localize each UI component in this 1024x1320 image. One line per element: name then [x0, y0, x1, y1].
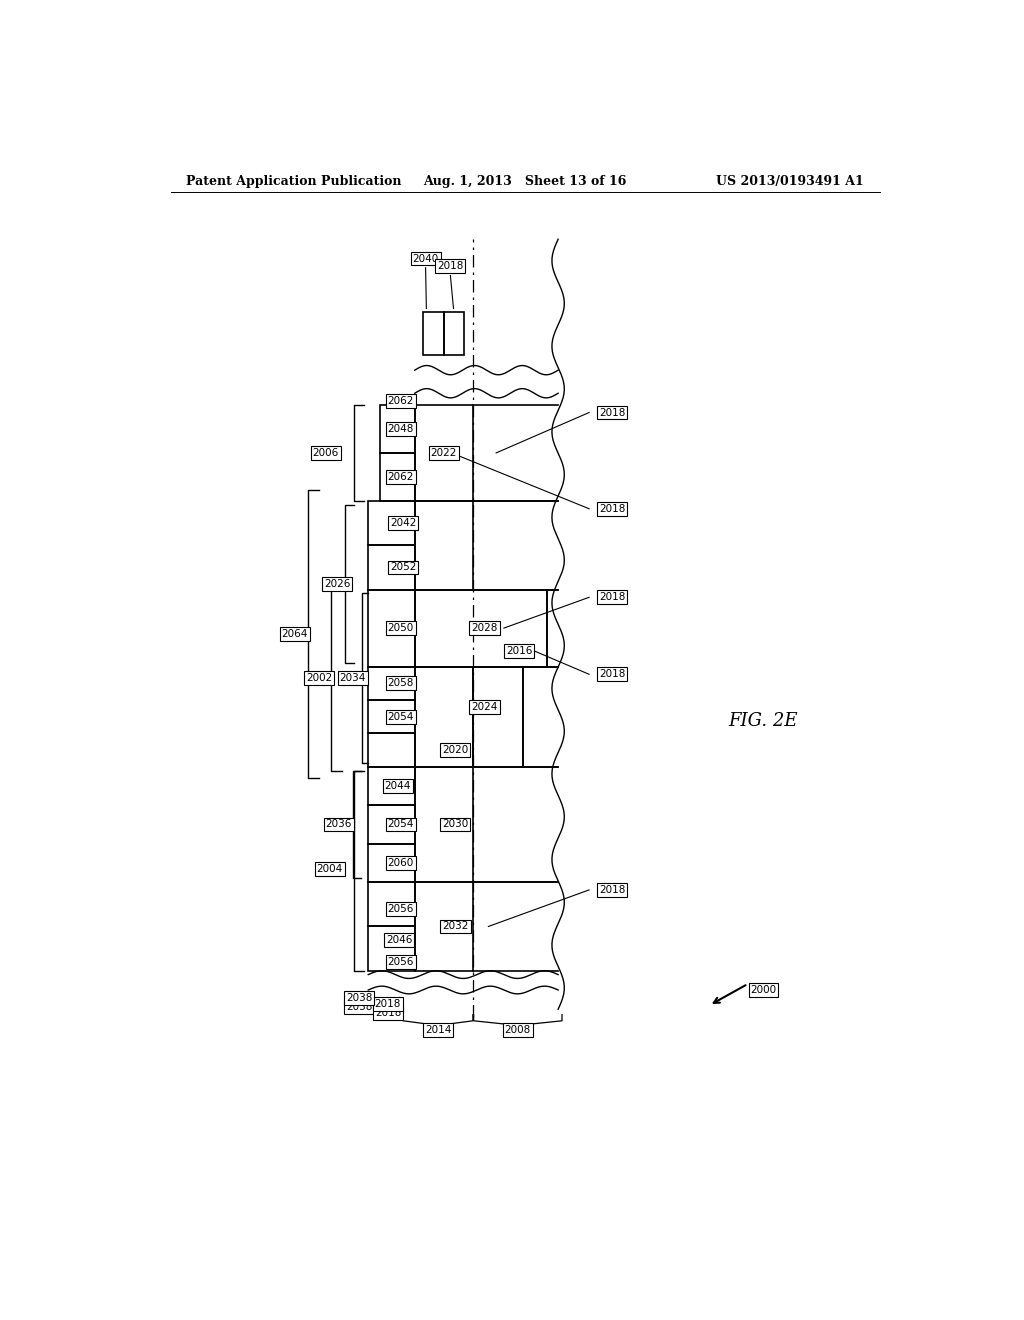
Bar: [415, 667, 473, 767]
Bar: [369, 502, 415, 545]
Bar: [369, 882, 415, 927]
Text: 2054: 2054: [388, 820, 414, 829]
Bar: [369, 734, 415, 767]
Text: 2014: 2014: [425, 1026, 452, 1035]
Text: Patent Application Publication: Patent Application Publication: [186, 176, 401, 187]
Text: 2018: 2018: [599, 408, 626, 417]
Text: 2026: 2026: [324, 579, 350, 589]
Text: FIG. 2E: FIG. 2E: [729, 711, 798, 730]
Text: 2062: 2062: [388, 396, 414, 407]
Bar: [369, 927, 415, 970]
Text: 2008: 2008: [505, 1026, 531, 1035]
Text: 2062: 2062: [388, 473, 414, 482]
Bar: [473, 667, 523, 767]
Bar: [369, 545, 415, 590]
Text: 2056: 2056: [388, 957, 414, 966]
Text: 2044: 2044: [385, 781, 411, 791]
Text: 2052: 2052: [390, 562, 417, 573]
Text: 2018: 2018: [599, 504, 626, 513]
Text: 2022: 2022: [431, 447, 457, 458]
Bar: [369, 700, 415, 734]
Text: 2030: 2030: [442, 820, 469, 829]
Text: 2004: 2004: [316, 863, 343, 874]
Bar: [415, 767, 473, 882]
Text: 2058: 2058: [388, 678, 414, 688]
Bar: [369, 667, 415, 700]
Bar: [369, 805, 415, 843]
Text: 2000: 2000: [751, 985, 776, 995]
Bar: [415, 405, 473, 502]
Text: 2002: 2002: [306, 673, 333, 684]
Bar: [423, 313, 444, 355]
Text: 2016: 2016: [506, 647, 532, 656]
Bar: [415, 882, 473, 970]
Text: 2034: 2034: [340, 673, 366, 684]
Text: 2048: 2048: [388, 424, 414, 434]
Text: 2018: 2018: [599, 593, 626, 602]
Text: 2018: 2018: [437, 261, 464, 271]
Text: 2038: 2038: [346, 993, 372, 1003]
Text: 2056: 2056: [388, 904, 414, 913]
Text: 2054: 2054: [388, 711, 414, 722]
Text: 2018: 2018: [599, 669, 626, 680]
Bar: [369, 767, 415, 805]
Bar: [369, 843, 415, 882]
Text: Aug. 1, 2013   Sheet 13 of 16: Aug. 1, 2013 Sheet 13 of 16: [423, 176, 627, 187]
Text: US 2013/0193491 A1: US 2013/0193491 A1: [717, 176, 864, 187]
Bar: [444, 313, 464, 355]
Bar: [415, 590, 547, 667]
Text: 2046: 2046: [386, 935, 413, 945]
Text: 2064: 2064: [282, 628, 308, 639]
Text: 2060: 2060: [388, 858, 414, 869]
Bar: [380, 405, 415, 453]
Text: 2042: 2042: [390, 519, 417, 528]
Text: 2032: 2032: [442, 921, 469, 932]
Text: 2020: 2020: [442, 744, 469, 755]
Text: 2018: 2018: [375, 999, 400, 1008]
Text: 2038: 2038: [346, 1002, 372, 1012]
Bar: [380, 453, 415, 502]
Bar: [369, 590, 415, 667]
Text: 2028: 2028: [471, 623, 498, 634]
Text: 2040: 2040: [413, 253, 438, 264]
Bar: [415, 502, 473, 590]
Text: 2018: 2018: [375, 1008, 401, 1018]
Text: 2024: 2024: [471, 702, 498, 711]
Text: 2050: 2050: [388, 623, 414, 634]
Text: 2036: 2036: [326, 820, 352, 829]
Text: 2006: 2006: [312, 447, 339, 458]
Text: 2018: 2018: [599, 884, 626, 895]
